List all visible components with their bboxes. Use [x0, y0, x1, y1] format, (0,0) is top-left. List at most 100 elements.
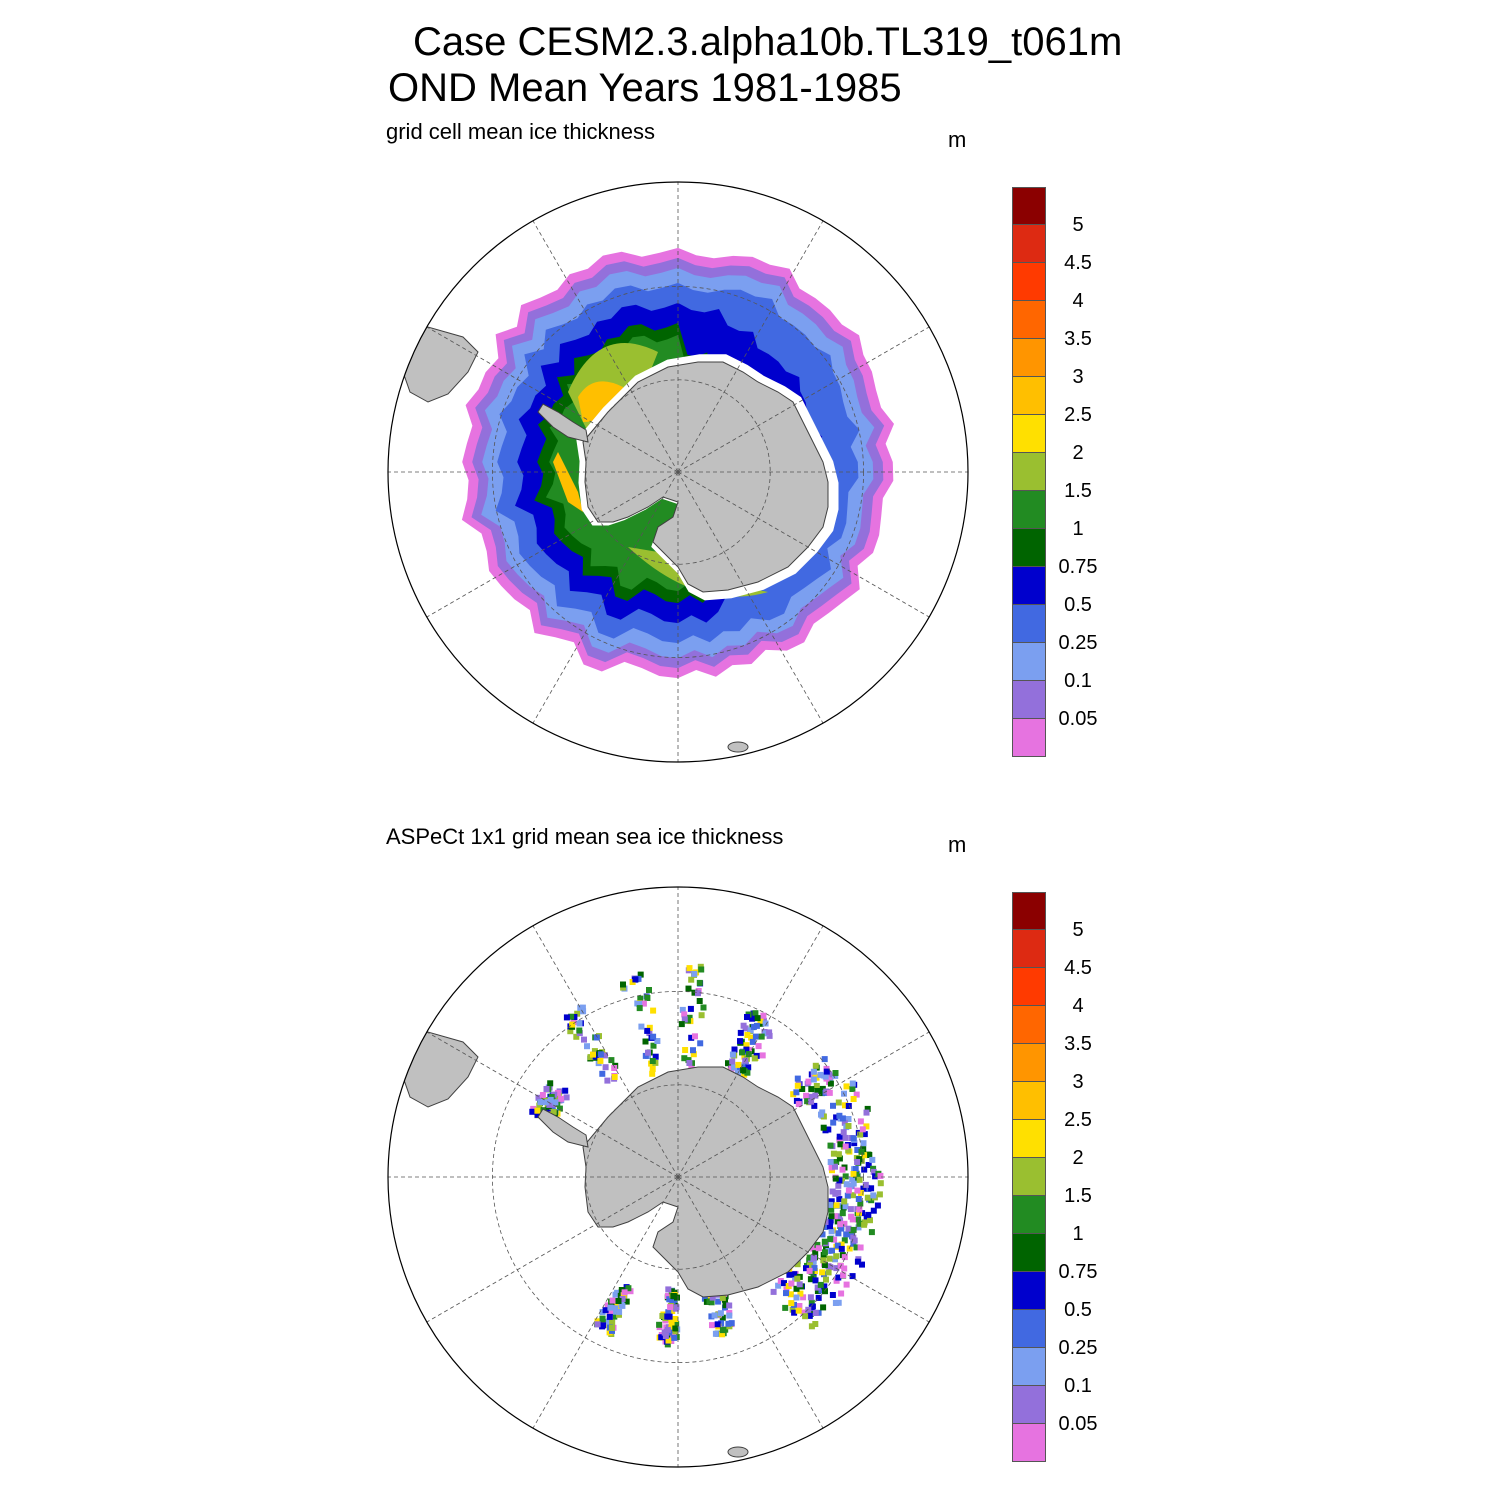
observation-cell: [835, 1099, 842, 1106]
observation-cell: [812, 1092, 819, 1099]
observation-cell: [808, 1093, 815, 1100]
observation-cell: [608, 1057, 615, 1064]
observation-cell: [808, 1323, 815, 1330]
observation-cell: [576, 1020, 583, 1027]
observation-cell: [812, 1250, 819, 1257]
colorbar-tick-label: 1.5: [1064, 1185, 1092, 1207]
colorbar-swatch: [1012, 225, 1046, 263]
observation-cell: [691, 989, 698, 996]
observation-cell: [669, 1308, 676, 1314]
observation-cell: [604, 1077, 611, 1084]
observation-cell: [637, 971, 644, 978]
observation-cell: [665, 1286, 672, 1293]
colorbar-swatch: [1012, 719, 1046, 757]
observation-cell: [821, 1249, 828, 1256]
observation-cell: [838, 1290, 845, 1297]
observation-cell: [856, 1176, 863, 1183]
observation-cell: [853, 1091, 860, 1098]
observation-cell: [654, 1038, 661, 1044]
observation-cell: [700, 1004, 707, 1011]
observation-cell: [593, 1034, 600, 1041]
observation-cell: [826, 1255, 833, 1262]
colorbar-tick-label: 5: [1072, 214, 1084, 236]
colorbar-swatch: [1012, 892, 1046, 930]
observation-cell: [853, 1244, 860, 1251]
observation-cell: [616, 1308, 623, 1315]
panel-1-label: grid cell mean ice thickness: [386, 119, 656, 144]
observation-cell: [806, 1262, 813, 1269]
observation-cell: [854, 1159, 861, 1165]
observation-cell: [739, 1049, 745, 1056]
observation-cell: [783, 1286, 790, 1293]
observation-cell: [861, 1131, 868, 1138]
observation-cell: [822, 1224, 829, 1230]
observation-cell: [865, 1162, 872, 1168]
observation-cell: [802, 1313, 809, 1320]
colorbar-tick-label: 0.05: [1058, 708, 1098, 730]
observation-cell: [645, 1049, 651, 1056]
observation-cell: [853, 1176, 860, 1183]
observation-cell: [835, 1151, 842, 1158]
observation-cell: [529, 1108, 536, 1115]
observation-cell: [806, 1254, 813, 1261]
observation-cell: [788, 1300, 795, 1307]
observation-cell: [573, 1033, 580, 1040]
observation-cell: [795, 1101, 802, 1108]
observation-cell: [672, 1325, 679, 1332]
figure-title-line2: OND Mean Years 1981-1985: [388, 66, 902, 110]
observation-cell: [664, 1326, 671, 1333]
observation-cell: [821, 1283, 828, 1290]
colorbar-tick-label: 3: [1072, 366, 1084, 388]
observation-cell: [644, 995, 651, 1001]
observation-cell: [828, 1213, 835, 1220]
colorbar-tick-label: 3.5: [1064, 1033, 1092, 1055]
observation-cell: [754, 1015, 761, 1022]
observation-cell: [842, 1203, 849, 1210]
observation-cell: [857, 1200, 864, 1207]
south-america-land: [402, 1031, 479, 1108]
colorbar-tick-label: 3.5: [1064, 328, 1092, 350]
colorbar-tick-label: 0.5: [1064, 1299, 1092, 1321]
observation-cell: [861, 1221, 868, 1228]
observation-cell: [599, 1070, 606, 1077]
observation-cell: [599, 1315, 606, 1322]
observation-cell: [859, 1126, 866, 1133]
observation-cell: [787, 1291, 794, 1298]
observation-cell: [547, 1080, 554, 1087]
observation-cell: [849, 1216, 856, 1223]
observation-cell: [726, 1302, 733, 1309]
observation-cell: [766, 1029, 773, 1036]
observation-cell: [591, 1048, 598, 1055]
observation-cell: [567, 1028, 574, 1035]
observation-cell: [600, 1319, 607, 1325]
figure-title-line1: Case CESM2.3.alpha10b.TL319_t061m: [413, 20, 1123, 64]
observation-cell: [825, 1248, 832, 1254]
observation-cell: [625, 1285, 632, 1292]
observation-cell: [829, 1292, 836, 1298]
observation-cell: [831, 1236, 838, 1243]
colorbar-swatch: [1012, 453, 1046, 491]
meridian-line: [677, 1031, 930, 1178]
observation-cell: [827, 1264, 834, 1271]
observation-cell: [547, 1096, 554, 1103]
observation-cell: [836, 1133, 843, 1140]
observation-cell: [870, 1165, 877, 1172]
observation-cell: [805, 1078, 812, 1085]
colorbar-tick-label: 1: [1072, 1223, 1084, 1245]
observation-cell: [619, 1302, 626, 1309]
meridian-line: [532, 471, 679, 724]
observation-cell: [800, 1309, 807, 1316]
antarctic-peninsula-land: [537, 403, 589, 443]
observation-cell: [679, 1006, 686, 1013]
observation-cell: [857, 1118, 864, 1125]
colorbar-swatch: [1012, 187, 1046, 225]
observation-cell: [737, 1029, 744, 1036]
observation-cell: [850, 1192, 857, 1199]
observation-cell: [836, 1196, 843, 1203]
meridian-line: [426, 326, 679, 473]
observation-cell: [832, 1175, 839, 1182]
observation-cell: [708, 1313, 715, 1320]
observation-cell: [682, 1047, 689, 1053]
observation-cell: [612, 1305, 618, 1312]
observation-cell: [833, 1253, 840, 1260]
